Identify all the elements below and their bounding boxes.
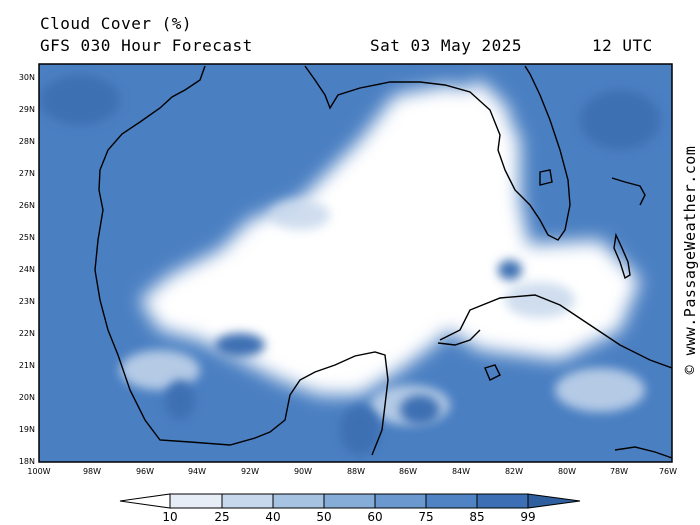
map-title: Cloud Cover (%) [40, 14, 192, 33]
colorbar: 10 25 40 50 60 75 85 99 [119, 493, 581, 524]
lat-label: 30N [19, 73, 35, 82]
lat-label: 21N [19, 361, 35, 370]
lon-label: 96W [136, 467, 154, 476]
colorbar-label: 40 [265, 510, 280, 524]
lon-label: 98W [83, 467, 101, 476]
colorbar-segment [169, 493, 223, 509]
lat-label: 25N [19, 233, 35, 242]
lat-label: 26N [19, 201, 35, 210]
lat-label: 23N [19, 297, 35, 306]
lat-label: 29N [19, 105, 35, 114]
lon-label: 94W [188, 467, 206, 476]
colorbar-label: 85 [469, 510, 484, 524]
lon-label: 88W [347, 467, 365, 476]
lat-label: 19N [19, 425, 35, 434]
lon-label: 76W [659, 467, 677, 476]
lat-label: 27N [19, 169, 35, 178]
longitude-labels: 100W 98W 96W 94W 92W 90W 88W 86W 84W 82W… [27, 467, 677, 476]
map-frame [38, 63, 673, 463]
colorbar-label: 99 [520, 510, 535, 524]
colorbar-label: 75 [418, 510, 433, 524]
lat-label: 18N [19, 457, 35, 466]
colorbar-segment [476, 493, 529, 509]
forecast-subtitle: GFS 030 Hour Forecast [40, 36, 253, 55]
lon-label: 80W [558, 467, 576, 476]
lat-label: 20N [19, 393, 35, 402]
colorbar-label: 60 [367, 510, 382, 524]
colorbar-segment [323, 493, 376, 509]
lon-label: 78W [610, 467, 628, 476]
forecast-time: 12 UTC [592, 36, 653, 55]
lat-label: 22N [19, 329, 35, 338]
lon-label: 84W [452, 467, 470, 476]
lon-label: 90W [294, 467, 312, 476]
forecast-date: Sat 03 May 2025 [370, 36, 522, 55]
colorbar-label: 50 [316, 510, 331, 524]
colorbar-segment [221, 493, 274, 509]
colorbar-segment [374, 493, 427, 509]
latitude-labels: 30N 29N 28N 27N 26N 25N 24N 23N 22N 21N … [19, 73, 35, 466]
colorbar-segment [425, 493, 478, 509]
lat-label: 28N [19, 137, 35, 146]
coastlines [94, 65, 672, 459]
lon-label: 86W [399, 467, 417, 476]
lon-label: 92W [241, 467, 259, 476]
lat-label: 24N [19, 265, 35, 274]
lon-label: 100W [27, 467, 50, 476]
lon-label: 82W [505, 467, 523, 476]
colorbar-label: 10 [162, 510, 177, 524]
colorbar-segment [272, 493, 325, 509]
colorbar-label: 25 [214, 510, 229, 524]
cloud-field [39, 64, 672, 462]
